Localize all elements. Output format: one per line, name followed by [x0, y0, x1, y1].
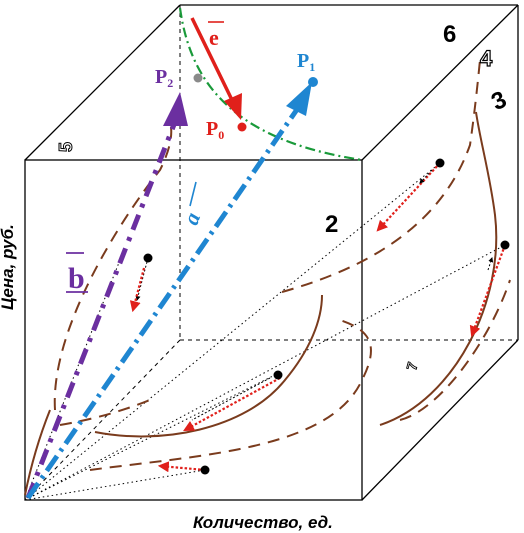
- cube-hidden-edges: [24, 5, 518, 501]
- x-axis-label: Количество, ед.: [193, 513, 333, 532]
- cube-visible-edges: [24, 4, 519, 501]
- vector-a-label: a: [178, 209, 205, 228]
- solid-curves: [24, 111, 498, 496]
- p1-point: [308, 77, 318, 87]
- vector-e: [190, 17, 242, 120]
- p0-label: P0: [206, 118, 224, 142]
- gradient-arrows: [129, 162, 507, 473]
- region-label-6: 6: [443, 21, 456, 48]
- vector-a: [25, 82, 312, 500]
- region-label-5: 5: [56, 142, 76, 152]
- region-label-2: 2: [325, 211, 338, 238]
- vector-b-label: b: [68, 262, 85, 295]
- region-label-3: 3: [487, 86, 511, 116]
- region-label-7: 7: [403, 360, 421, 372]
- a-overbar: [189, 181, 197, 207]
- vector-b: [25, 92, 188, 499]
- region-label-4: 4: [480, 46, 493, 71]
- y-axis-label: Цена, руб.: [0, 224, 17, 310]
- dashed-curves: [53, 59, 511, 471]
- p1-label: P1: [297, 50, 315, 74]
- green-arc: [178, 7, 363, 162]
- dotted-rays: [24, 162, 506, 501]
- curve-points: [143, 158, 510, 475]
- p0-point: [237, 122, 247, 132]
- p2-label: P2: [155, 66, 173, 90]
- p2-point: [193, 73, 203, 83]
- vector-e-label: e: [209, 25, 219, 50]
- labels: Цена, руб. Количество, ед. e a b P0 P1 P…: [0, 21, 511, 532]
